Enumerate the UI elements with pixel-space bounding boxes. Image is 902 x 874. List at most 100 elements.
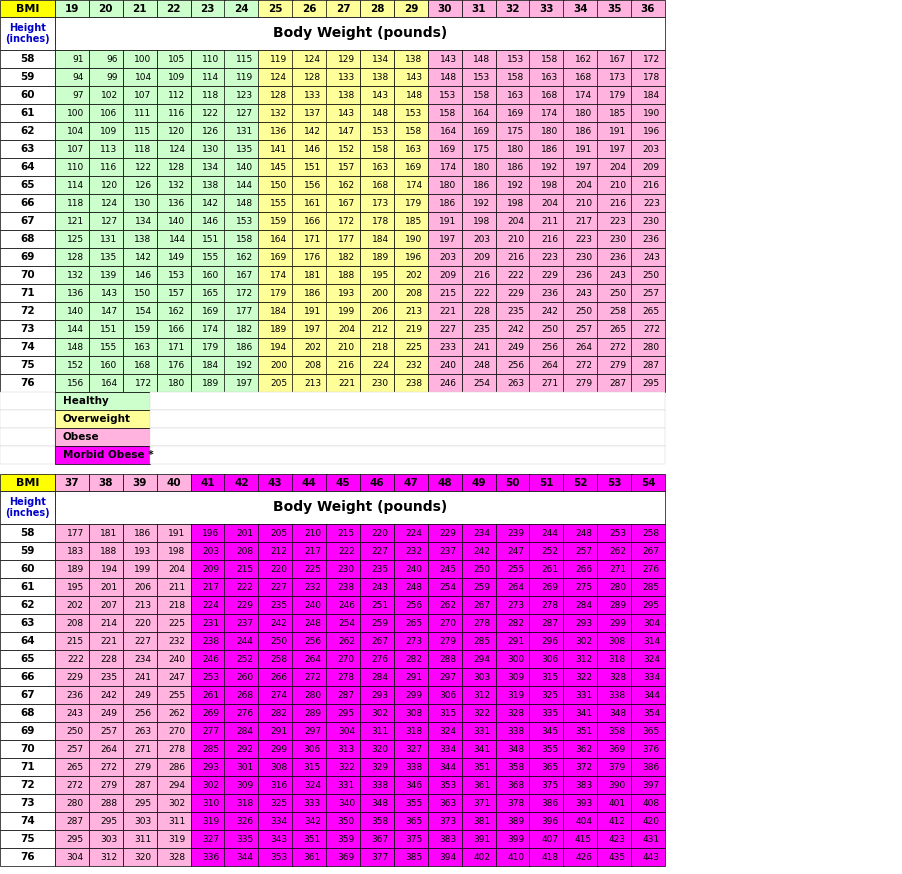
- Bar: [461, 578, 495, 596]
- Bar: [225, 524, 259, 542]
- Bar: [190, 50, 225, 68]
- Text: 261: 261: [540, 565, 557, 573]
- Text: 38: 38: [98, 477, 113, 488]
- Text: 152: 152: [337, 144, 354, 154]
- Text: 348: 348: [372, 799, 389, 808]
- Bar: [326, 140, 360, 158]
- Text: 269: 269: [202, 709, 219, 718]
- Text: 115: 115: [134, 127, 152, 135]
- Text: 71: 71: [20, 288, 35, 298]
- Text: 236: 236: [67, 690, 84, 699]
- Text: 148: 148: [473, 54, 490, 64]
- Text: 135: 135: [100, 253, 117, 261]
- Text: 282: 282: [405, 655, 422, 663]
- Text: 40: 40: [166, 477, 180, 488]
- Text: 174: 174: [405, 181, 422, 190]
- Bar: [258, 140, 292, 158]
- Bar: [190, 158, 225, 176]
- Text: 224: 224: [405, 529, 422, 538]
- Bar: [428, 86, 462, 104]
- Text: 171: 171: [303, 234, 321, 244]
- Bar: [461, 474, 495, 491]
- Bar: [630, 542, 665, 560]
- Bar: [292, 812, 327, 830]
- Bar: [461, 812, 495, 830]
- Bar: [88, 794, 124, 812]
- Bar: [190, 212, 225, 230]
- Bar: [563, 704, 597, 722]
- Bar: [326, 194, 360, 212]
- Bar: [393, 794, 428, 812]
- Bar: [55, 668, 89, 686]
- Text: 296: 296: [540, 636, 557, 646]
- Text: 158: 158: [405, 127, 422, 135]
- Text: 111: 111: [134, 108, 152, 117]
- Bar: [225, 356, 259, 374]
- Text: 126: 126: [134, 181, 152, 190]
- Bar: [156, 704, 191, 722]
- Bar: [88, 284, 124, 302]
- Bar: [55, 248, 89, 266]
- Bar: [529, 194, 563, 212]
- Text: 285: 285: [473, 636, 490, 646]
- Text: 242: 242: [507, 324, 524, 334]
- Bar: [461, 122, 495, 140]
- Bar: [225, 338, 259, 356]
- Bar: [292, 0, 327, 17]
- Text: 143: 143: [100, 288, 117, 297]
- Text: 208: 208: [235, 546, 253, 556]
- Text: 285: 285: [642, 582, 659, 592]
- Text: 230: 230: [642, 217, 659, 225]
- Text: 64: 64: [20, 636, 35, 646]
- Text: 174: 174: [439, 163, 456, 171]
- Text: 326: 326: [235, 816, 253, 826]
- Text: 107: 107: [134, 91, 152, 100]
- Text: 124: 124: [101, 198, 117, 207]
- Text: 201: 201: [235, 529, 253, 538]
- Text: 239: 239: [507, 529, 524, 538]
- Text: 222: 222: [236, 582, 253, 592]
- Bar: [55, 722, 89, 740]
- Bar: [630, 230, 665, 248]
- Text: 265: 265: [67, 762, 84, 772]
- Bar: [88, 194, 124, 212]
- Text: 322: 322: [337, 762, 354, 772]
- Text: 142: 142: [134, 253, 152, 261]
- Bar: [55, 650, 89, 668]
- Bar: [393, 776, 428, 794]
- Text: 300: 300: [507, 655, 524, 663]
- Bar: [292, 560, 327, 578]
- Bar: [461, 338, 495, 356]
- Bar: [225, 704, 259, 722]
- Bar: [156, 86, 191, 104]
- Text: Body Weight (pounds): Body Weight (pounds): [272, 501, 446, 515]
- Text: 256: 256: [405, 600, 422, 609]
- Bar: [461, 704, 495, 722]
- Text: 136: 136: [168, 198, 185, 207]
- Text: 143: 143: [405, 73, 422, 81]
- Bar: [461, 176, 495, 194]
- Bar: [190, 686, 225, 704]
- Bar: [360, 578, 394, 596]
- Text: 229: 229: [236, 600, 253, 609]
- Bar: [225, 578, 259, 596]
- Text: 100: 100: [67, 108, 84, 117]
- Bar: [630, 302, 665, 320]
- Text: 163: 163: [134, 343, 152, 351]
- Text: 128: 128: [67, 253, 84, 261]
- Bar: [360, 284, 394, 302]
- Text: 344: 344: [439, 762, 456, 772]
- Bar: [360, 212, 394, 230]
- Bar: [393, 194, 428, 212]
- Bar: [123, 848, 157, 866]
- Bar: [495, 104, 529, 122]
- Bar: [156, 104, 191, 122]
- Text: 172: 172: [642, 54, 659, 64]
- Bar: [292, 266, 327, 284]
- Text: 124: 124: [304, 54, 321, 64]
- Text: 30: 30: [437, 3, 452, 13]
- Text: 257: 257: [67, 745, 84, 753]
- Text: 192: 192: [473, 198, 490, 207]
- Bar: [596, 248, 630, 266]
- Text: 242: 242: [270, 619, 287, 628]
